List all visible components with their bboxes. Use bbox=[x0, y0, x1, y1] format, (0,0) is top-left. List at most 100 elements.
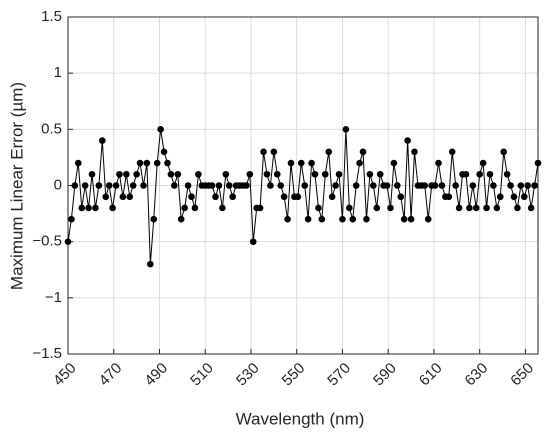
data-point bbox=[373, 204, 381, 212]
x-tick-label: 530 bbox=[233, 360, 263, 390]
data-point bbox=[147, 260, 154, 268]
data-point bbox=[370, 182, 377, 189]
data-point bbox=[85, 204, 92, 212]
data-point bbox=[524, 182, 532, 189]
data-point bbox=[510, 193, 518, 201]
axes-box bbox=[67, 16, 539, 355]
data-line bbox=[67, 129, 539, 265]
data-point bbox=[129, 182, 137, 189]
data-point bbox=[277, 182, 285, 189]
data-point bbox=[404, 137, 411, 144]
data-point bbox=[92, 204, 99, 212]
data-point bbox=[308, 159, 315, 167]
data-point bbox=[157, 126, 164, 133]
data-point bbox=[325, 148, 333, 156]
data-point bbox=[321, 170, 329, 178]
data-point bbox=[225, 182, 233, 189]
data-point bbox=[476, 170, 483, 178]
data-point bbox=[376, 170, 384, 178]
data-point bbox=[64, 238, 72, 245]
data-point bbox=[520, 193, 528, 201]
data-point bbox=[273, 170, 281, 178]
data-point bbox=[407, 215, 415, 223]
data-point bbox=[517, 182, 525, 189]
data-point bbox=[112, 182, 120, 189]
data-point bbox=[462, 170, 470, 178]
data-point bbox=[452, 182, 459, 189]
data-point bbox=[411, 148, 418, 156]
data-point bbox=[188, 193, 195, 201]
data-point bbox=[472, 204, 480, 212]
data-point bbox=[260, 148, 267, 156]
data-point bbox=[503, 170, 511, 178]
data-point bbox=[332, 182, 339, 189]
data-point bbox=[164, 159, 171, 167]
data-point bbox=[352, 182, 360, 189]
x-tick-label: 630 bbox=[462, 360, 492, 390]
data-point bbox=[126, 193, 134, 201]
data-point bbox=[297, 159, 305, 167]
x-tick-label: 510 bbox=[187, 360, 217, 390]
data-point bbox=[246, 170, 254, 178]
y-tick-label: 1.5 bbox=[41, 8, 62, 25]
data-point bbox=[466, 204, 473, 212]
data-point bbox=[68, 215, 75, 223]
data-point bbox=[431, 182, 439, 189]
data-point bbox=[171, 182, 178, 189]
data-point bbox=[514, 204, 521, 212]
data-point bbox=[167, 170, 175, 178]
data-point bbox=[81, 182, 89, 189]
data-point bbox=[208, 182, 216, 189]
data-point bbox=[99, 137, 106, 144]
data-point bbox=[421, 182, 429, 189]
data-point bbox=[469, 182, 477, 189]
data-point bbox=[438, 182, 446, 189]
data-point bbox=[177, 215, 185, 223]
data-point bbox=[109, 204, 116, 212]
data-point bbox=[249, 238, 257, 245]
data-point bbox=[195, 170, 202, 178]
x-tick-label: 550 bbox=[279, 360, 309, 390]
x-tick-label: 470 bbox=[96, 360, 126, 390]
x-tick-label: 650 bbox=[507, 360, 537, 390]
data-point bbox=[359, 148, 367, 156]
y-axis-label: Maximum Linear Error (µm) bbox=[7, 82, 26, 290]
data-point bbox=[356, 159, 363, 167]
y-tick-label: 0 bbox=[54, 176, 62, 193]
data-point bbox=[184, 182, 192, 189]
data-point bbox=[383, 182, 391, 189]
data-point bbox=[424, 215, 432, 223]
data-point bbox=[328, 193, 336, 201]
data-point bbox=[527, 204, 535, 212]
data-point bbox=[342, 126, 350, 133]
data-point bbox=[390, 159, 398, 167]
data-point bbox=[445, 193, 453, 201]
data-point bbox=[531, 182, 538, 189]
data-point bbox=[74, 159, 82, 167]
data-point bbox=[435, 159, 442, 167]
data-point bbox=[363, 215, 370, 223]
data-point bbox=[479, 159, 487, 167]
data-point bbox=[119, 193, 127, 201]
data-point bbox=[123, 170, 130, 178]
data-point bbox=[136, 159, 144, 167]
data-point bbox=[339, 215, 346, 223]
data-point bbox=[229, 193, 236, 201]
data-point bbox=[349, 215, 357, 223]
data-point bbox=[294, 193, 302, 201]
data-point bbox=[267, 182, 274, 189]
data-point bbox=[219, 204, 226, 212]
data-point bbox=[263, 170, 271, 178]
y-tick-label: 1 bbox=[54, 64, 62, 81]
data-point bbox=[102, 193, 110, 201]
data-point bbox=[270, 148, 278, 156]
data-point bbox=[455, 204, 463, 212]
data-point bbox=[215, 182, 223, 189]
data-point bbox=[222, 170, 230, 178]
x-tick-label: 610 bbox=[416, 360, 446, 390]
data-point bbox=[397, 193, 405, 201]
data-point bbox=[88, 170, 96, 178]
data-point bbox=[243, 182, 250, 189]
data-point bbox=[311, 170, 319, 178]
data-point bbox=[301, 182, 309, 189]
